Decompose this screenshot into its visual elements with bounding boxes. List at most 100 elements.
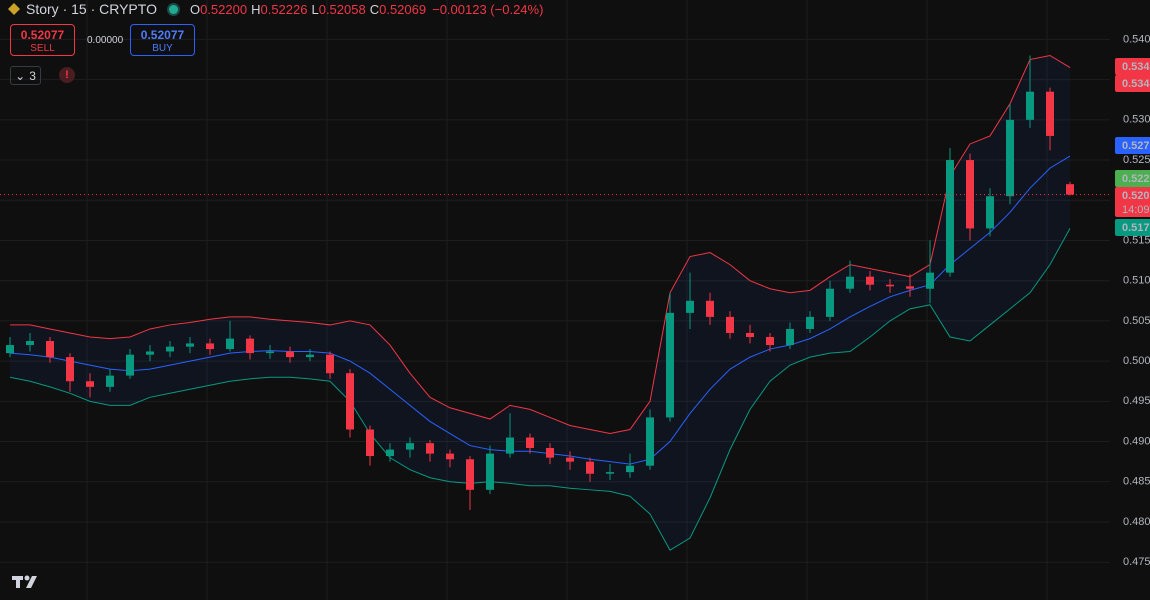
candle-body — [426, 443, 434, 454]
symbol[interactable]: Story · 15 · CRYPTO — [26, 1, 157, 17]
candle-body — [806, 316, 814, 329]
candle-body — [526, 437, 534, 448]
grid — [0, 0, 1110, 600]
y-tick-label: 0.475 — [1123, 556, 1150, 568]
bands — [9, 54, 1071, 551]
candle-body — [726, 316, 734, 333]
price-label: 0.517 — [1122, 222, 1150, 234]
sell-price: 0.52077 — [20, 28, 65, 42]
y-tick-label: 0.495 — [1123, 395, 1150, 407]
price-axis: 0.475 0.480 0.485 0.490 0.495 0.500 0.505 0.510… — [1115, 33, 1150, 568]
candle-body — [326, 354, 334, 374]
buy-label: BUY — [152, 43, 173, 54]
candle-body — [746, 332, 754, 337]
buy-price: 0.52077 — [140, 28, 185, 42]
candle-body — [266, 351, 274, 354]
ohlc-value: 0.52200 — [200, 1, 248, 17]
change: −0.00123 (−0.24%) — [432, 1, 544, 17]
band-fill — [10, 55, 1070, 551]
price-label: 0.534 — [1122, 61, 1150, 73]
symbol-icon — [8, 3, 20, 15]
candle-body — [1026, 91, 1034, 120]
spread: 0.00000 — [87, 35, 124, 46]
candle-body — [886, 284, 894, 287]
candle-body — [386, 449, 394, 457]
candle-body — [926, 272, 934, 289]
candle-body — [66, 357, 74, 382]
symbol-header: Story · 15 · CRYPTO O0.52200 H0.52226 L0.5… — [8, 0, 543, 18]
candle-body — [126, 354, 134, 376]
candle-body — [586, 461, 594, 474]
candle-body — [206, 343, 214, 350]
countdown-label: 14:09 — [1122, 204, 1150, 216]
candle-body — [546, 447, 554, 458]
indicators-toggle[interactable]: ⌄ 3 — [10, 66, 41, 85]
candle-body — [606, 472, 614, 474]
candle-body — [906, 286, 914, 289]
ohlc-value: 0.52069 — [379, 1, 427, 17]
tv-logo — [12, 575, 37, 588]
candle-body — [26, 341, 34, 346]
candle-body — [286, 351, 294, 358]
ohlc-value: 0.52058 — [318, 1, 366, 17]
candle-body — [346, 373, 354, 430]
candle-body — [666, 312, 674, 418]
y-tick-label: 0.490 — [1123, 435, 1150, 447]
candle-body — [446, 453, 454, 460]
candle-body — [6, 345, 14, 354]
candle-body — [106, 375, 114, 387]
candle-body — [566, 457, 574, 462]
candle-body — [966, 160, 974, 229]
sell-button[interactable]: 0.52077 SELL — [10, 24, 75, 56]
indicators-count: 3 — [29, 68, 36, 83]
candle-body — [226, 338, 234, 350]
price-label-bg — [1115, 75, 1150, 92]
candle-body — [1006, 119, 1014, 197]
candle-body — [506, 437, 514, 454]
ohlc-key: O — [189, 1, 201, 17]
y-tick-label: 0.505 — [1123, 315, 1150, 327]
buy-button[interactable]: 0.52077 BUY — [130, 24, 195, 56]
price-label-bg — [1115, 187, 1150, 217]
y-tick-label: 0.480 — [1123, 516, 1150, 528]
price-label-bg — [1115, 170, 1150, 187]
candle-body — [306, 354, 314, 358]
warning-icon[interactable]: ! — [59, 67, 75, 83]
band-line — [9, 228, 1071, 551]
price-label: 0.520 — [1122, 190, 1150, 202]
sell-label: SELL — [30, 43, 55, 54]
y-tick-label: 0.485 — [1123, 476, 1150, 488]
candle-body — [866, 276, 874, 285]
candle-body — [686, 300, 694, 313]
y-tick-label: 0.525 — [1123, 154, 1150, 166]
candle-body — [1046, 91, 1054, 136]
candle-body — [626, 465, 634, 473]
candle-body — [186, 343, 194, 347]
ohlc-key: H — [251, 1, 261, 17]
candle-body — [706, 300, 714, 317]
ohlc-value: 0.52226 — [260, 1, 308, 17]
y-tick-label: 0.510 — [1123, 275, 1150, 287]
price-label: 0.522 — [1122, 173, 1150, 185]
band-line — [9, 155, 1071, 465]
candle-body — [1066, 184, 1074, 195]
candle-body — [946, 160, 954, 273]
ohlc: O0.52200 H0.52226 L0.52058 C0.52069 — [186, 2, 426, 17]
y-tick-label: 0.540 — [1123, 33, 1150, 45]
candle-body — [766, 336, 774, 346]
ohlc-key: C — [369, 1, 380, 17]
price-label-bg — [1115, 219, 1150, 236]
y-tick-label: 0.530 — [1123, 114, 1150, 126]
y-tick-label: 0.500 — [1123, 355, 1150, 367]
candle-body — [466, 459, 474, 490]
band-line — [10, 54, 1071, 435]
price-label-bg — [1115, 58, 1150, 75]
status-dot — [168, 4, 178, 14]
chevron: ⌄ — [15, 68, 26, 83]
candle-body — [646, 417, 654, 466]
candle-body — [166, 346, 174, 352]
candle-body — [46, 341, 54, 358]
candle-body — [406, 443, 414, 450]
